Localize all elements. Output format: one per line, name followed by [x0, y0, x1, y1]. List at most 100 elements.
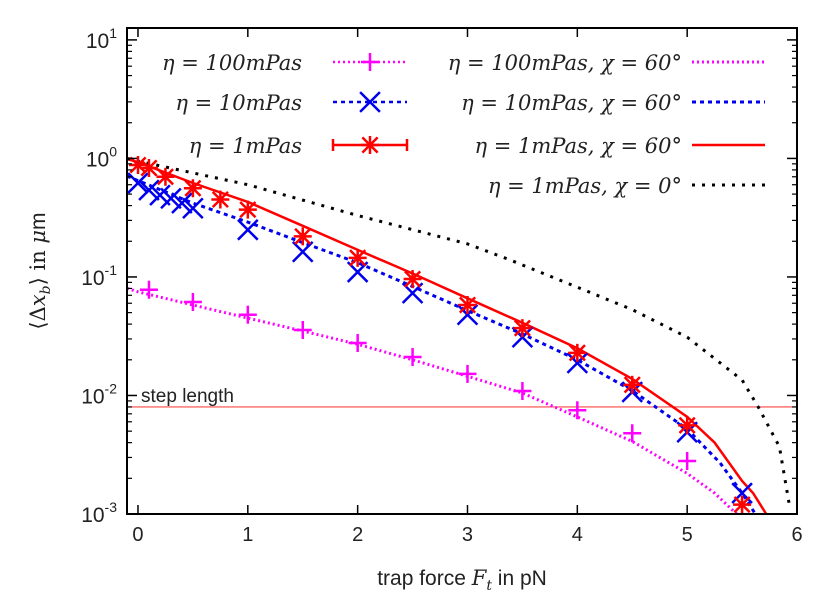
data-point [237, 218, 259, 241]
data-point [403, 348, 422, 367]
data-point [293, 227, 312, 246]
data-point-stroke [149, 184, 171, 206]
data-point-stroke [160, 187, 182, 210]
legend-entry: η = 100mPas, χ = 60° [448, 51, 765, 75]
data-point [511, 326, 534, 349]
x-tick-label: 2 [352, 524, 363, 546]
data-point-stroke [291, 241, 314, 263]
legend-label: η = 1mPas [189, 134, 303, 158]
data-point [733, 495, 752, 514]
data-point [238, 305, 257, 324]
data-point [456, 303, 479, 326]
data-point-stroke [184, 179, 202, 197]
data-point [678, 416, 697, 435]
data-point-stroke [456, 303, 479, 326]
series-points-1 [127, 172, 753, 504]
legend-label: η = 10mPas [175, 91, 302, 115]
x-axis-label: trap force Ft in pN [377, 566, 547, 594]
legend-entry: η = 1mPas, χ = 60° [474, 134, 765, 158]
legend-entry: η = 1mPas [189, 134, 409, 158]
legend-entry: η = 100mPas [162, 51, 407, 75]
data-point-stroke [458, 296, 477, 314]
data-point [139, 159, 158, 178]
curve-2 [127, 157, 768, 514]
series-points-2 [128, 156, 752, 514]
data-point [678, 452, 697, 471]
data-point [623, 375, 642, 394]
y-tick-label: 100 [86, 143, 117, 171]
curve-1 [127, 174, 757, 514]
curve-3 [127, 156, 791, 505]
data-point-stroke [678, 416, 696, 434]
legend-label: η = 100mPas, χ = 60° [448, 51, 682, 75]
legend-label: η = 10mPas, χ = 60° [461, 91, 682, 115]
x-tick-label: 1 [242, 524, 253, 546]
y-tick-label: 10-1 [81, 262, 117, 290]
x-tick-label: 4 [572, 524, 583, 546]
data-point-stroke [140, 159, 158, 177]
legend-entry: η = 10mPas [175, 91, 407, 115]
data-point-stroke [511, 326, 534, 349]
data-point [348, 334, 367, 353]
data-point-stroke [237, 218, 259, 241]
plot-marks [127, 156, 797, 514]
series-points-0 [139, 280, 697, 471]
data-point [513, 382, 532, 401]
axis-ticks: 0 1 2 3 4 5 6 10-3 10-2 10-1 100 101 [81, 25, 802, 546]
legend: η = 100mPas η = 10mPas η = 1mPas η = 100mPa… [162, 51, 765, 198]
data-point-stroke [623, 376, 641, 394]
data-point-stroke [349, 249, 367, 267]
data-point-stroke [513, 319, 531, 337]
data-point [513, 319, 532, 338]
data-point-stroke [404, 270, 422, 288]
data-point-stroke [138, 179, 160, 201]
data-point-stroke [156, 168, 174, 186]
plot-frame [126, 27, 798, 515]
legend-marker-stroke [359, 91, 381, 113]
legend-entry: η = 1mPas, χ = 0° [488, 174, 765, 198]
data-point-stroke [211, 190, 229, 209]
data-point-stroke [129, 156, 147, 174]
y-tick-label: 101 [86, 25, 117, 53]
data-point-stroke [171, 192, 193, 214]
data-point [139, 280, 158, 299]
data-point [238, 200, 257, 219]
data-point [211, 190, 230, 209]
y-tick-label: 10-3 [81, 499, 117, 527]
data-point [458, 295, 477, 314]
data-point [183, 292, 202, 311]
x-tick-label: 5 [682, 524, 693, 546]
data-point [566, 352, 589, 374]
legend-label: η = 1mPas, χ = 60° [474, 134, 682, 158]
y-tick-label: 10-2 [81, 380, 117, 408]
data-point [291, 241, 314, 263]
data-point-stroke [182, 197, 204, 220]
data-point [458, 364, 477, 383]
data-point [160, 187, 182, 210]
legend-label: η = 100mPas [162, 51, 302, 75]
step-length-label: step length [141, 386, 234, 407]
data-point-stroke [294, 227, 312, 245]
data-point-stroke [566, 352, 589, 374]
data-point [293, 320, 312, 339]
data-point [403, 270, 422, 289]
legend-entry: η = 10mPas, χ = 60° [461, 91, 765, 115]
legend-label: η = 1mPas, χ = 0° [488, 174, 682, 198]
data-point [568, 343, 587, 362]
data-point-stroke [733, 496, 751, 514]
data-point [156, 167, 175, 186]
data-point-stroke [239, 201, 257, 219]
data-point [183, 179, 202, 198]
y-axis-label: ⟨Δxb⟩ in μm [26, 212, 54, 329]
data-point [138, 179, 160, 201]
x-tick-label: 3 [462, 524, 473, 546]
data-point [128, 156, 147, 175]
data-point-stroke [127, 172, 149, 194]
data-point [171, 192, 193, 214]
data-point [568, 401, 587, 420]
data-point-stroke [568, 344, 586, 362]
data-point [623, 424, 642, 443]
x-tick-label: 0 [132, 524, 143, 546]
legend-marker-stroke [361, 136, 379, 154]
